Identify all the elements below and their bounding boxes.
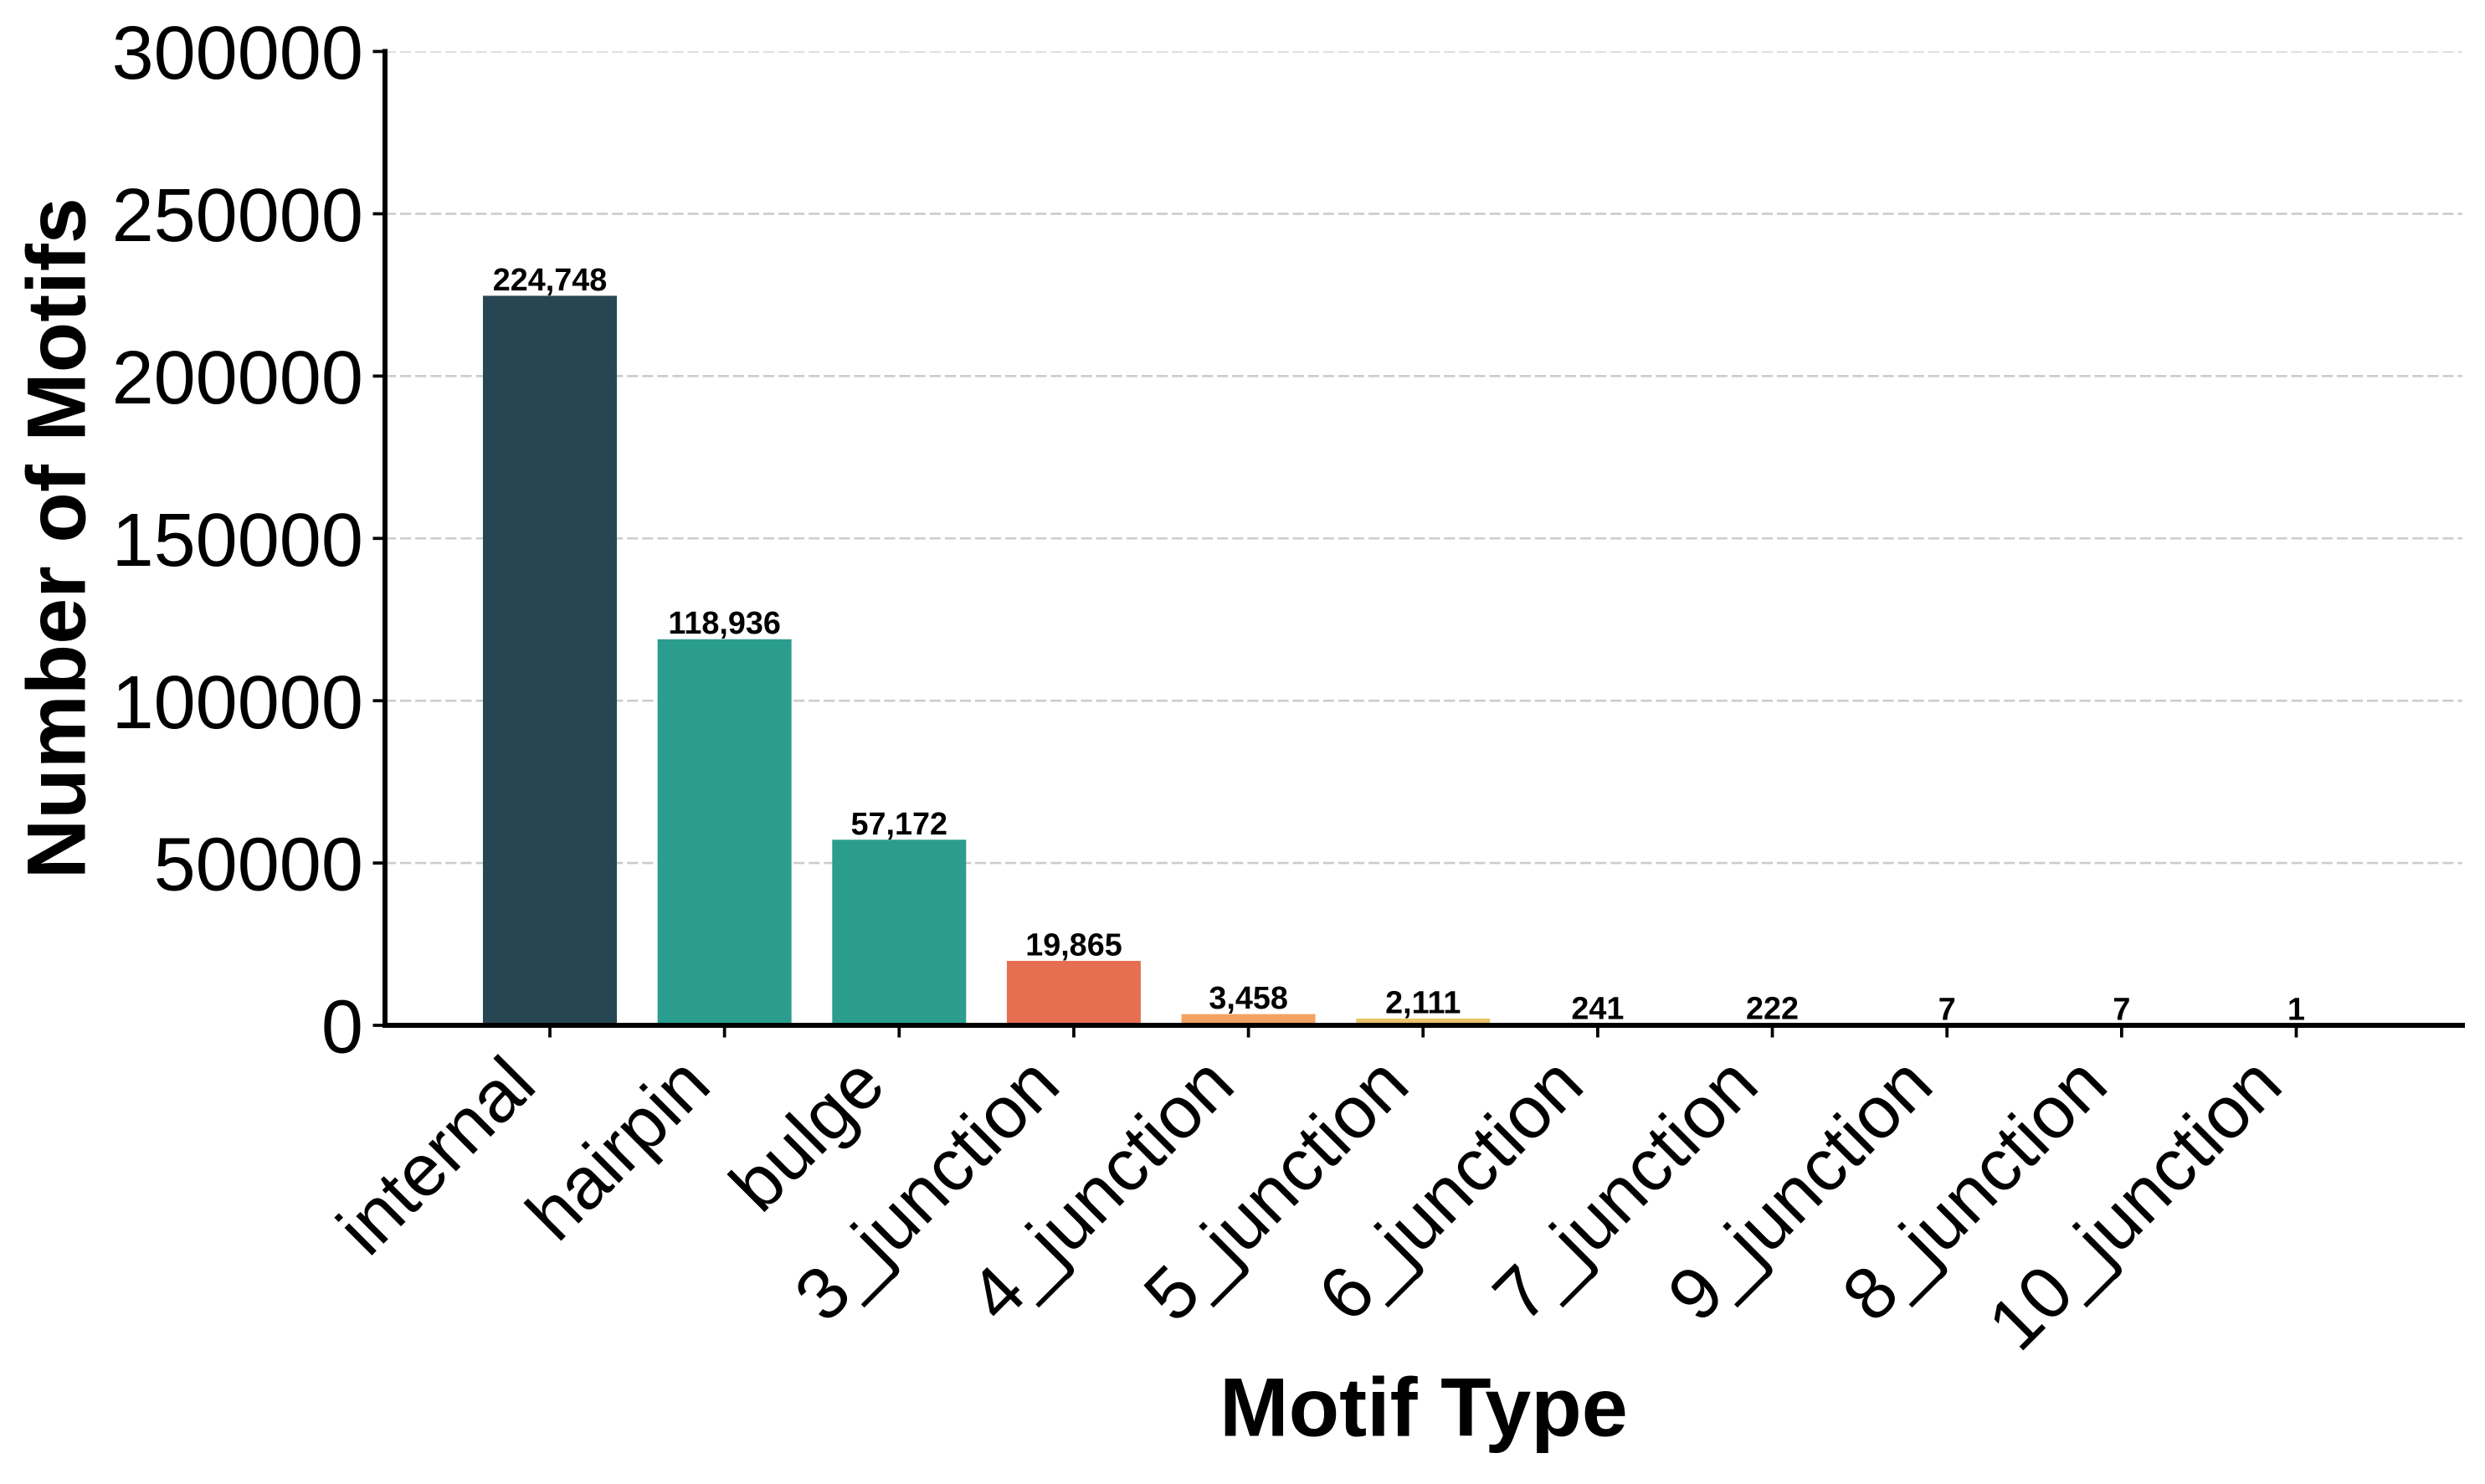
svg-text:250000: 250000 [112, 174, 363, 258]
svg-text:300000: 300000 [112, 12, 363, 95]
svg-text:50000: 50000 [154, 824, 363, 907]
svg-text:222: 222 [1746, 992, 1799, 1027]
svg-text:1: 1 [2287, 992, 2305, 1027]
svg-text:150000: 150000 [112, 499, 363, 583]
svg-text:200000: 200000 [112, 336, 363, 420]
svg-text:Motif Type: Motif Type [1219, 1361, 1628, 1454]
svg-text:7: 7 [2113, 992, 2130, 1027]
svg-text:57,172: 57,172 [851, 807, 948, 842]
svg-text:2,111: 2,111 [1385, 985, 1461, 1020]
svg-text:224,748: 224,748 [493, 263, 608, 298]
svg-text:241: 241 [1571, 992, 1624, 1027]
svg-text:118,936: 118,936 [668, 606, 780, 641]
svg-text:100000: 100000 [112, 661, 363, 745]
svg-text:7: 7 [1938, 992, 1956, 1027]
svg-text:0: 0 [321, 986, 363, 1070]
svg-text:3,458: 3,458 [1209, 981, 1288, 1016]
svg-text:19,865: 19,865 [1025, 927, 1122, 963]
svg-text:Number of Motifs: Number of Motifs [9, 198, 102, 879]
